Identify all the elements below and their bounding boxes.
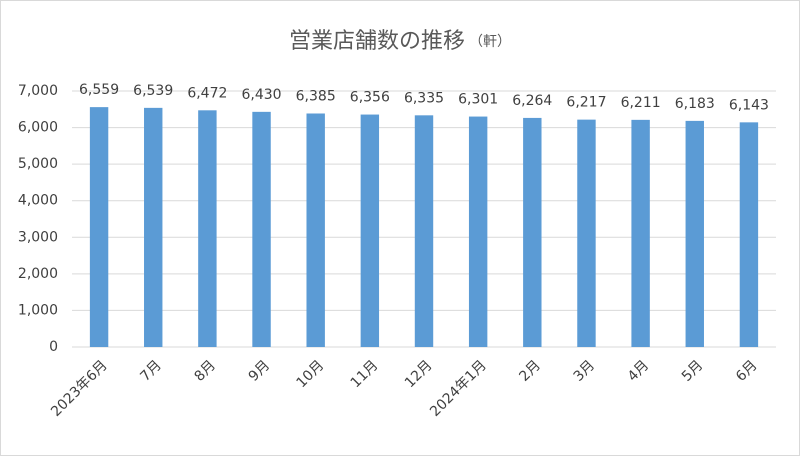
bar (523, 117, 542, 348)
chart-title-unit: （軒） (469, 34, 511, 50)
value-label: 6,211 (621, 95, 661, 111)
bar (685, 120, 704, 347)
bar (739, 122, 759, 348)
value-label: 6,539 (133, 83, 173, 99)
y-tick-label: 2,000 (18, 266, 58, 282)
y-tick-label: 0 (49, 339, 58, 355)
value-label: 6,356 (350, 90, 390, 106)
y-tick-label: 3,000 (18, 229, 58, 245)
y-tick-label: 1,000 (18, 302, 58, 318)
value-label: 6,559 (79, 82, 119, 98)
value-label: 6,143 (729, 97, 769, 113)
bar (144, 107, 163, 347)
y-tick-label: 5,000 (18, 156, 58, 172)
value-label: 6,217 (566, 95, 606, 111)
bar (306, 113, 325, 348)
bar (198, 110, 217, 347)
value-label: 6,430 (241, 87, 281, 103)
bar (631, 119, 650, 347)
value-label: 6,301 (458, 92, 498, 108)
value-label: 6,183 (675, 96, 715, 112)
value-label: 6,335 (404, 90, 444, 106)
value-label: 6,472 (187, 85, 227, 101)
y-tick-label: 4,000 (18, 193, 58, 209)
value-label: 6,264 (512, 93, 552, 109)
bar (252, 111, 271, 348)
chart-title: 営業店舗数の推移 (289, 29, 465, 54)
y-tick-label: 7,000 (18, 83, 58, 99)
bar (360, 114, 380, 347)
bar (468, 116, 488, 347)
value-label: 6,385 (296, 88, 336, 104)
y-tick-label: 6,000 (18, 120, 58, 136)
bar (414, 115, 434, 347)
bar (577, 119, 596, 347)
title-group: 営業店舗数の推移 （軒） (289, 29, 511, 54)
bar (89, 107, 109, 348)
